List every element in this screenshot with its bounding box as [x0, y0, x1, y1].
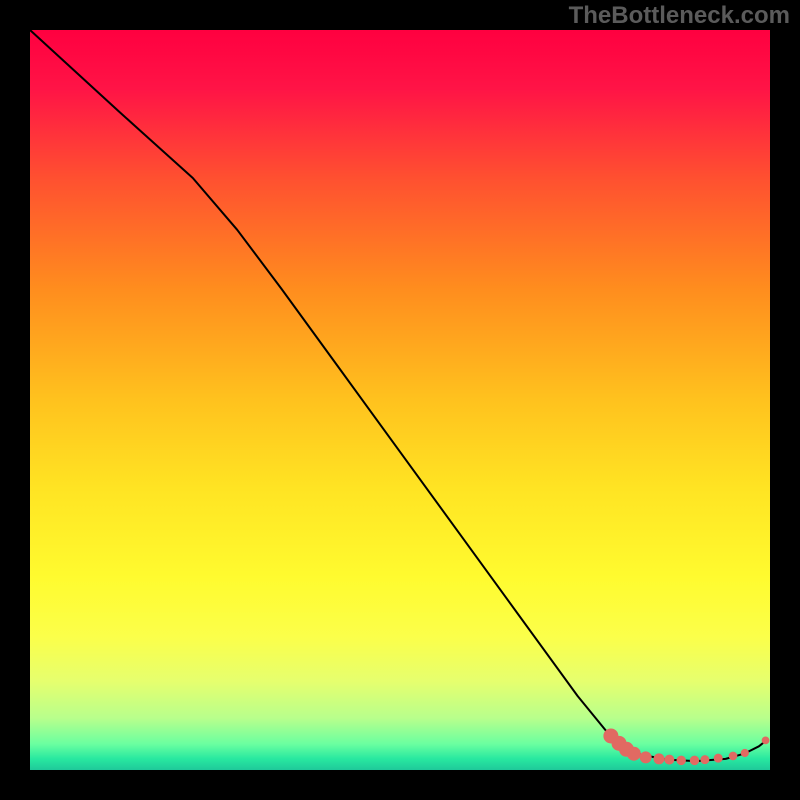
plot-area	[30, 30, 770, 770]
plot-svg	[30, 30, 770, 770]
data-marker	[714, 754, 722, 762]
data-marker	[701, 756, 709, 764]
plot-background	[30, 30, 770, 770]
data-marker	[741, 749, 748, 756]
data-marker	[729, 752, 737, 760]
data-marker	[654, 754, 664, 764]
data-marker	[690, 756, 698, 764]
data-marker	[627, 747, 640, 760]
watermark-text: TheBottleneck.com	[569, 2, 790, 30]
data-marker	[665, 755, 674, 764]
data-marker	[640, 752, 651, 763]
chart-frame: TheBottleneck.com	[0, 0, 800, 800]
data-marker	[677, 756, 685, 764]
data-marker	[762, 737, 769, 744]
